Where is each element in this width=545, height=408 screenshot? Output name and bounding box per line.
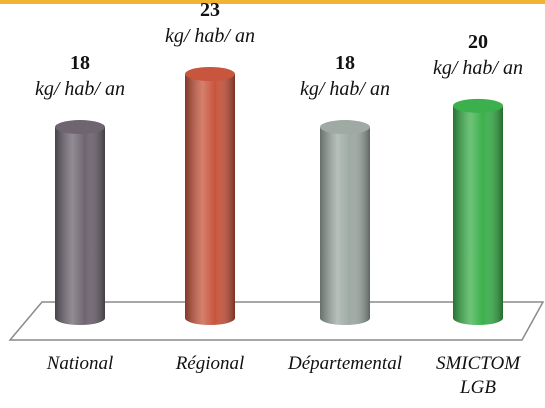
value-label: 18 — [70, 52, 90, 74]
top-border — [0, 0, 545, 4]
cylinder-top — [55, 120, 105, 135]
value-label: 20 — [468, 31, 488, 53]
bar — [185, 67, 235, 325]
cylinder-shading — [185, 74, 235, 325]
category-label: Départemental — [288, 353, 402, 374]
cylinder-shading — [453, 105, 503, 326]
value-label: 23 — [200, 0, 220, 21]
cylinder-top — [185, 67, 235, 81]
bar — [320, 120, 370, 325]
unit-label: kg/ hab/ an — [165, 25, 255, 47]
bar — [55, 120, 105, 325]
cylinder-top — [320, 120, 370, 135]
value-label: 18 — [335, 52, 355, 74]
category-label: Régional — [175, 353, 245, 374]
unit-label: kg/ hab/ an — [35, 78, 125, 100]
cylinder-shading — [320, 127, 370, 325]
bar — [453, 98, 503, 326]
cylinder-shading — [55, 127, 105, 325]
floor — [8, 301, 545, 341]
unit-label: kg/ hab/ an — [300, 78, 390, 100]
cylinder-top — [453, 98, 503, 113]
unit-label: kg/ hab/ an — [433, 57, 523, 79]
category-label: National — [46, 353, 114, 374]
category-label: SMICTOM LGB — [435, 353, 521, 398]
